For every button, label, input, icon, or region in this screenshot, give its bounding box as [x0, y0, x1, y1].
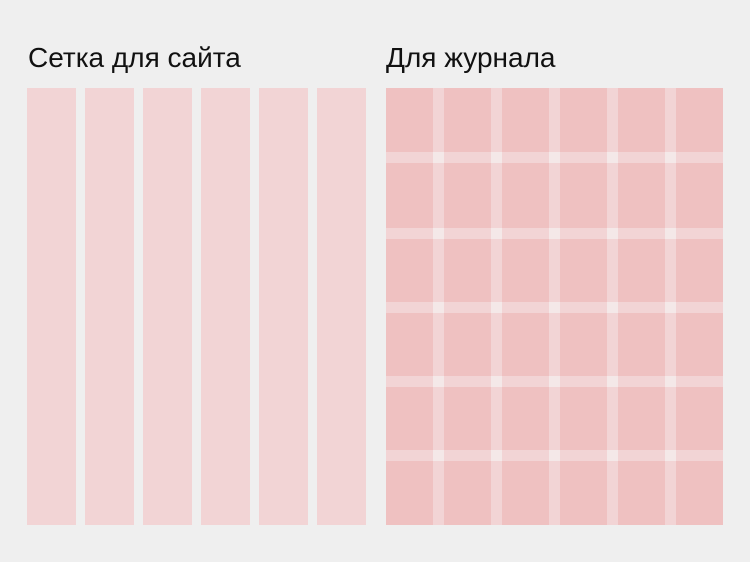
- magazine-cell: [444, 461, 491, 525]
- magazine-cell: [444, 313, 491, 376]
- magazine-cell: [618, 461, 665, 525]
- site-column: [201, 88, 250, 525]
- gutter-crossing: [491, 152, 502, 163]
- gutter-crossing: [433, 376, 444, 387]
- magazine-cell: [444, 387, 491, 450]
- magazine-cell: [386, 313, 433, 376]
- magazine-cell: [676, 163, 723, 228]
- gutter-crossing: [607, 228, 618, 239]
- gutter-crossing: [433, 228, 444, 239]
- magazine-cell: [618, 239, 665, 302]
- magazine-cell: [386, 163, 433, 228]
- gutter-crossing: [549, 450, 560, 461]
- magazine-cell: [560, 313, 607, 376]
- magazine-cell: [676, 313, 723, 376]
- gutter-crossing: [665, 376, 676, 387]
- magazine-cell: [502, 461, 549, 525]
- magazine-cell: [676, 88, 723, 152]
- gutter-crossing: [607, 152, 618, 163]
- magazine-cell: [618, 387, 665, 450]
- gutter-crossing: [491, 302, 502, 313]
- gutter-crossing: [607, 302, 618, 313]
- gutter-crossing: [607, 376, 618, 387]
- magazine-cell: [618, 163, 665, 228]
- magazine-cell: [386, 461, 433, 525]
- gutter-crossing: [607, 450, 618, 461]
- gutter-crossing: [549, 302, 560, 313]
- gutter-crossing: [433, 152, 444, 163]
- site-column: [27, 88, 76, 525]
- magazine-cell: [502, 88, 549, 152]
- magazine-cell: [560, 387, 607, 450]
- gutter-crossing: [665, 152, 676, 163]
- gutter-crossing: [549, 376, 560, 387]
- gutter-crossing: [549, 228, 560, 239]
- site-column: [317, 88, 366, 525]
- magazine-cell: [676, 461, 723, 525]
- gutter-crossing: [491, 450, 502, 461]
- site-column: [143, 88, 192, 525]
- gutter-crossing: [665, 450, 676, 461]
- gutter-crossing: [433, 450, 444, 461]
- magazine-cell: [560, 239, 607, 302]
- magazine-cell: [560, 461, 607, 525]
- magazine-cell: [502, 313, 549, 376]
- gutter-crossing: [491, 228, 502, 239]
- magazine-grid: [386, 88, 723, 525]
- magazine-cell: [618, 88, 665, 152]
- magazine-cell: [502, 163, 549, 228]
- magazine-cell: [444, 163, 491, 228]
- site-column: [85, 88, 134, 525]
- right-title: Для журнала: [386, 42, 556, 73]
- gutter-crossing: [665, 228, 676, 239]
- magazine-cell: [502, 239, 549, 302]
- magazine-cell: [386, 387, 433, 450]
- magazine-cell: [444, 239, 491, 302]
- gutter-crossing: [549, 152, 560, 163]
- magazine-cell: [560, 163, 607, 228]
- magazine-cell: [386, 239, 433, 302]
- site-column: [259, 88, 308, 525]
- magazine-cell: [676, 239, 723, 302]
- magazine-cell: [502, 387, 549, 450]
- gutter-crossing: [433, 302, 444, 313]
- left-title: Сетка для сайта: [28, 42, 241, 73]
- magazine-cell: [444, 88, 491, 152]
- site-grid: [27, 88, 366, 525]
- magazine-cell: [386, 88, 433, 152]
- magazine-cell: [676, 387, 723, 450]
- magazine-cell: [618, 313, 665, 376]
- gutter-crossing: [665, 302, 676, 313]
- magazine-cell: [560, 88, 607, 152]
- gutter-crossing: [491, 376, 502, 387]
